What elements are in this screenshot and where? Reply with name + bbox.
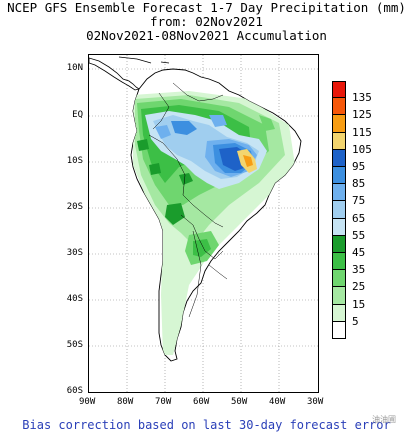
legend-value: 135 bbox=[352, 91, 372, 105]
legend-swatch bbox=[332, 321, 346, 339]
legend-value: 45 bbox=[352, 246, 366, 259]
lat-label-60s: 60S bbox=[66, 386, 83, 396]
legend-swatch bbox=[332, 167, 346, 185]
map-canvas bbox=[89, 55, 318, 392]
lat-label-eq: EQ bbox=[72, 110, 83, 120]
legend-value: 125 bbox=[352, 108, 372, 122]
legend-value: 95 bbox=[352, 160, 366, 173]
legend-swatch bbox=[332, 235, 346, 253]
legend-swatch bbox=[332, 253, 346, 271]
lat-label-50s: 50S bbox=[66, 340, 83, 350]
legend-value: 15 bbox=[352, 297, 366, 311]
legend-swatch bbox=[332, 287, 346, 305]
lon-label-60w: 60W bbox=[193, 397, 210, 407]
lon-label-90w: 90W bbox=[79, 397, 96, 407]
legend-value: 85 bbox=[352, 177, 366, 191]
legend-swatch bbox=[332, 98, 346, 116]
legend-value: 55 bbox=[352, 228, 366, 242]
legend-swatch bbox=[332, 132, 346, 150]
lon-label-40w: 40W bbox=[269, 397, 286, 407]
precip-shading bbox=[133, 91, 295, 355]
central-america-land bbox=[89, 57, 140, 91]
precipitation-map bbox=[88, 54, 319, 393]
legend-swatch bbox=[332, 201, 346, 219]
legend-swatch bbox=[332, 218, 346, 236]
legend-swatch bbox=[332, 270, 346, 288]
lat-label-10n: 10N bbox=[66, 63, 83, 73]
legend-value: 105 bbox=[352, 142, 372, 156]
watermark-logo: 油油圃 bbox=[372, 415, 396, 424]
legend-value: 25 bbox=[352, 280, 366, 294]
legend-swatch bbox=[332, 184, 346, 202]
legend-swatch bbox=[332, 115, 346, 133]
lat-label-10s: 10S bbox=[66, 156, 83, 166]
bias-correction-note: Bias correction based on last 30-day for… bbox=[22, 418, 391, 432]
lon-label-80w: 80W bbox=[117, 397, 134, 407]
title-line-2: from: 02Nov2021 bbox=[150, 14, 263, 29]
title-line-1: NCEP GFS Ensemble Forecast 1-7 Day Preci… bbox=[7, 0, 406, 15]
title-line-3: 02Nov2021-08Nov2021 Accumulation bbox=[86, 28, 327, 43]
lon-label-30w: 30W bbox=[307, 397, 324, 407]
legend-swatch bbox=[332, 304, 346, 322]
lat-label-30s: 30S bbox=[66, 248, 83, 258]
legend-value: 115 bbox=[352, 125, 372, 139]
lat-label-20s: 20S bbox=[66, 202, 83, 212]
legend-value: 5 bbox=[352, 314, 359, 328]
legend-value: 35 bbox=[352, 263, 366, 277]
legend-value: 65 bbox=[352, 211, 366, 225]
lon-label-70w: 70W bbox=[155, 397, 172, 407]
country-borders bbox=[148, 82, 228, 318]
caribbean-islands bbox=[118, 56, 170, 64]
lat-label-40s: 40S bbox=[66, 294, 83, 304]
lon-label-50w: 50W bbox=[231, 397, 248, 407]
legend-value: 75 bbox=[352, 194, 366, 208]
legend-swatch bbox=[332, 149, 346, 167]
legend-swatch bbox=[332, 81, 346, 99]
